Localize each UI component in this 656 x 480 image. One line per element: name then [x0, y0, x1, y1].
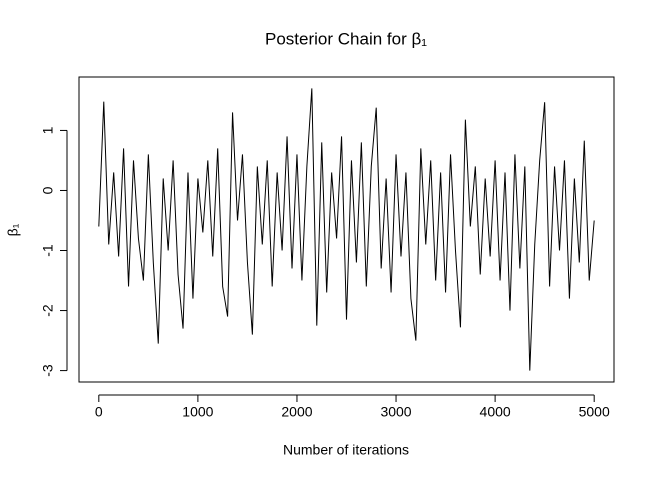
y-axis-label: β₁: [5, 223, 21, 236]
y-tick-label: -3: [40, 364, 56, 377]
chart-title: Posterior Chain for β₁: [265, 29, 427, 48]
y-tick-label: -1: [40, 244, 56, 257]
x-tick-label: 4000: [480, 404, 511, 420]
x-tick-label: 0: [95, 404, 103, 420]
y-tick-label: 0: [40, 186, 56, 194]
x-axis-label: Number of iterations: [283, 442, 409, 458]
x-tick-label: 1000: [182, 404, 213, 420]
x-tick-label: 2000: [281, 404, 312, 420]
trace-line: [98, 88, 595, 371]
y-tick-label: -2: [40, 304, 56, 317]
x-tick-label: 5000: [579, 404, 610, 420]
y-tick-label: 1: [40, 126, 56, 134]
plot-box: [78, 76, 615, 383]
x-tick-label: 3000: [380, 404, 411, 420]
